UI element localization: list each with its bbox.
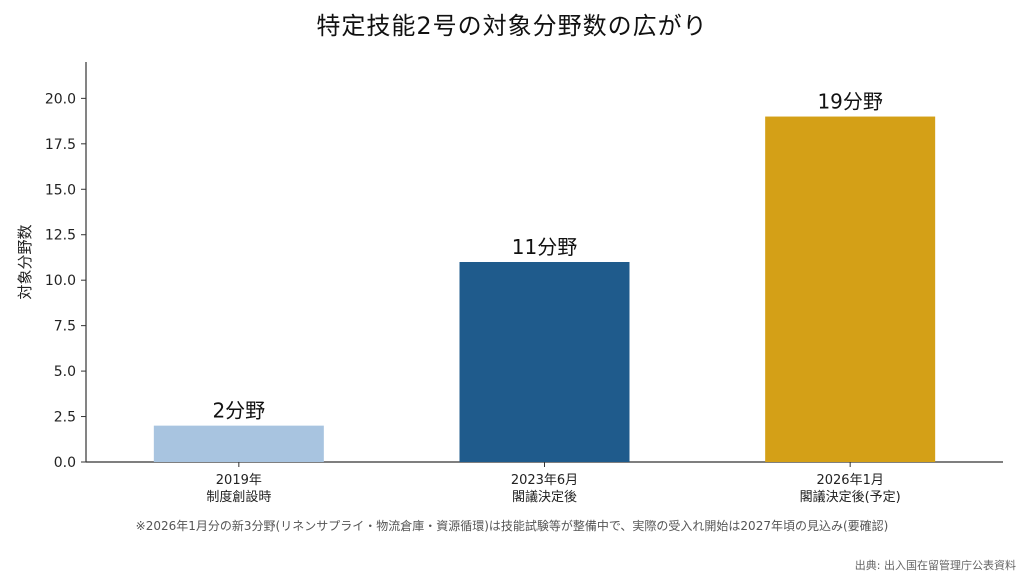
x-tick-label: 閣議決定後(予定) <box>800 490 901 505</box>
y-tick-label: 10.0 <box>45 273 76 289</box>
x-tick-label: 2026年1月 <box>816 473 883 488</box>
bar-value-label: 11分野 <box>512 235 577 259</box>
y-tick-label: 15.0 <box>45 182 76 198</box>
y-tick-label: 20.0 <box>45 91 76 107</box>
source-credit: 出典: 出入国在留管理庁公表資料 <box>854 559 1016 572</box>
x-tick-label: 制度創設時 <box>206 489 271 505</box>
y-axis-title: 対象分野数 <box>16 224 34 299</box>
x-tick-label: 2023年6月 <box>511 473 578 488</box>
bar <box>459 262 630 462</box>
y-tick-label: 0.0 <box>54 455 76 471</box>
y-tick-label: 2.5 <box>54 410 76 426</box>
x-tick-label: 2019年 <box>216 473 262 488</box>
chart-title: 特定技能2号の対象分野数の広がり <box>316 12 708 40</box>
bar-value-label: 2分野 <box>212 399 265 423</box>
bar-chart: 0.0 2.5 5.0 7.5 10.0 12.5 15.0 17.5 20.0 対象分野数 2分野… <box>16 62 1003 505</box>
bar <box>153 425 324 462</box>
bar <box>765 116 936 462</box>
y-tick-label: 5.0 <box>54 364 76 380</box>
x-tick-label: 閣議決定後 <box>512 490 577 505</box>
y-tick-label: 7.5 <box>54 319 76 335</box>
y-tick-label: 12.5 <box>45 228 76 244</box>
bar-value-label: 19分野 <box>817 90 882 114</box>
footnote: ※2026年1月分の新3分野(リネンサプライ・物流倉庫・資源循環)は技能試験等が… <box>135 519 889 533</box>
y-tick-label: 17.5 <box>45 137 76 153</box>
